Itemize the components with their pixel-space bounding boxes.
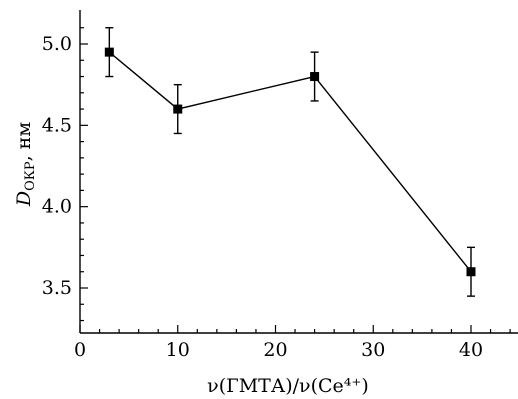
ticks (79, 27, 511, 333)
y-axis-label-unit: , нм (13, 122, 35, 162)
y-tick-label: 3.5 (42, 277, 72, 299)
x-tick-label: 10 (166, 339, 190, 361)
data-point (173, 104, 183, 114)
plot-area (104, 27, 476, 297)
y-axis-label-main: D (13, 191, 35, 207)
x-tick-label: 20 (263, 339, 287, 361)
data-point (466, 267, 476, 277)
y-tick-label: 4.5 (42, 114, 72, 136)
y-tick-label: 5.0 (42, 33, 72, 55)
axes (79, 10, 518, 334)
data-point (310, 72, 320, 82)
data-point (104, 47, 114, 57)
x-axis-label: ν(ГМТА)/ν(Ce⁴⁺) (207, 375, 369, 397)
y-tick-label: 4.0 (42, 196, 72, 218)
tick-labels: 0 10 20 30 40 3.5 4.0 4.5 5.0 (42, 33, 483, 361)
x-tick-label: 0 (74, 339, 86, 361)
x-tick-label: 30 (361, 339, 385, 361)
series-line (108, 51, 472, 273)
y-axis-label-sub: ОКР (23, 161, 38, 191)
x-tick-label: 40 (459, 339, 483, 361)
y-axis-label: DОКР, нм (13, 122, 38, 207)
